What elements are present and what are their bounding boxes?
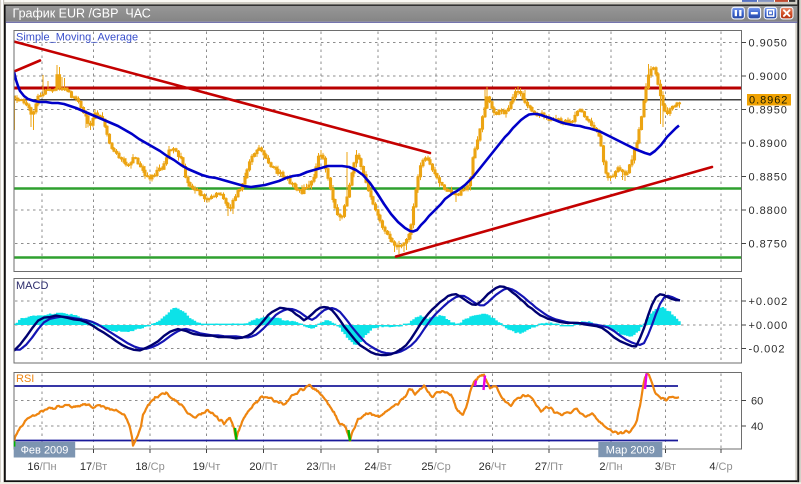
svg-text:+0.000: +0.000 <box>749 320 789 332</box>
svg-text:24/Вт: 24/Вт <box>364 461 391 473</box>
svg-text:16/Пн: 16/Пн <box>27 461 56 473</box>
svg-text:0.8750: 0.8750 <box>749 239 788 251</box>
svg-text:0.8900: 0.8900 <box>749 138 788 150</box>
svg-text:40: 40 <box>751 421 763 433</box>
svg-text:19/Чт: 19/Чт <box>193 461 221 473</box>
svg-text:Simple_Moving_Average: Simple_Moving_Average <box>16 32 138 44</box>
svg-text:23/Пн: 23/Пн <box>306 461 335 473</box>
svg-text:MACD: MACD <box>16 280 48 292</box>
svg-text:Мар 2009: Мар 2009 <box>606 445 655 457</box>
svg-text:3/Вт: 3/Вт <box>655 461 676 473</box>
svg-text:60: 60 <box>751 396 763 408</box>
svg-text:График EUR /GBP ЧАС: График EUR /GBP ЧАС <box>13 7 151 21</box>
svg-text:27/Пт: 27/Пт <box>535 461 563 473</box>
svg-text:0.8850: 0.8850 <box>749 172 788 184</box>
svg-text:4/Ср: 4/Ср <box>709 461 732 473</box>
svg-text:RSI: RSI <box>16 373 34 385</box>
svg-text:-0.002: -0.002 <box>749 344 786 356</box>
svg-text:25/Ср: 25/Ср <box>421 461 450 473</box>
svg-text:18/Ср: 18/Ср <box>135 461 164 473</box>
svg-text:0.9050: 0.9050 <box>749 38 788 50</box>
svg-text:17/Вт: 17/Вт <box>80 461 107 473</box>
svg-text:Фев 2009: Фев 2009 <box>21 445 69 457</box>
svg-text:+0.002: +0.002 <box>749 296 789 308</box>
svg-text:0.8800: 0.8800 <box>749 205 788 217</box>
svg-text:26/Чт: 26/Чт <box>479 461 507 473</box>
svg-text:0.9000: 0.9000 <box>749 71 788 83</box>
svg-text:20/Пт: 20/Пт <box>249 461 277 473</box>
svg-text:0.8962: 0.8962 <box>749 95 788 107</box>
svg-text:2/Пн: 2/Пн <box>599 461 622 473</box>
svg-text:0.8950: 0.8950 <box>749 105 788 117</box>
